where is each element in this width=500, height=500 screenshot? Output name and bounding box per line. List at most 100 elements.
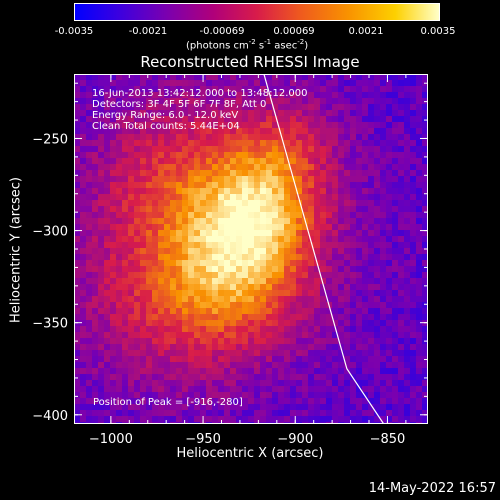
heatmap-cell (344, 164, 351, 171)
heatmap-cell (248, 386, 255, 393)
heatmap-cell (416, 122, 423, 129)
heatmap-cell (146, 326, 153, 333)
heatmap-cell (86, 194, 93, 201)
heatmap-cell (134, 272, 141, 279)
heatmap-cell (200, 314, 207, 321)
heatmap-cell (296, 140, 303, 147)
heatmap-cell (230, 410, 237, 417)
heatmap-cell (320, 302, 327, 309)
heatmap-cell (122, 236, 129, 243)
heatmap-cell (224, 296, 231, 303)
heatmap-cell (272, 296, 279, 303)
heatmap-cell (152, 272, 159, 279)
heatmap-cell (248, 290, 255, 297)
heatmap-cell (386, 248, 393, 255)
heatmap-cell (170, 140, 177, 147)
heatmap-cell (290, 230, 297, 237)
heatmap-cell (398, 338, 405, 345)
heatmap-cell (152, 242, 159, 249)
heatmap-cell (374, 158, 381, 165)
heatmap-cell (134, 134, 141, 141)
heatmap-cell (254, 308, 261, 315)
heatmap-cell (122, 332, 129, 339)
heatmap-cell (308, 188, 315, 195)
heatmap-cell (140, 218, 147, 225)
heatmap-cell (362, 308, 369, 315)
heatmap-cell (122, 266, 129, 273)
heatmap-cell (80, 404, 87, 411)
heatmap-cell (80, 320, 87, 327)
heatmap-cell (164, 236, 171, 243)
heatmap-cell (374, 350, 381, 357)
heatmap-cell (176, 260, 183, 267)
heatmap-cell (392, 92, 399, 99)
heatmap-cell (176, 344, 183, 351)
heatmap-cell (344, 254, 351, 261)
heatmap-cell (92, 362, 99, 369)
heatmap-cell (128, 140, 135, 147)
heatmap-cell (188, 248, 195, 255)
heatmap-cell (410, 194, 417, 201)
heatmap-cell (404, 260, 411, 267)
heatmap-cell (320, 212, 327, 219)
heatmap-cell (410, 92, 417, 99)
heatmap-cell (368, 308, 375, 315)
heatmap-cell (338, 212, 345, 219)
heatmap-cell (140, 308, 147, 315)
heatmap-cell (80, 212, 87, 219)
heatmap-cell (158, 134, 165, 141)
heatmap-cell (398, 116, 405, 123)
heatmap-cell (344, 302, 351, 309)
heatmap-cell (116, 374, 123, 381)
heatmap-cell (212, 152, 219, 159)
heatmap-cell (242, 146, 249, 153)
heatmap-cell (392, 80, 399, 87)
heatmap-cell (410, 272, 417, 279)
heatmap-cell (272, 368, 279, 375)
heatmap-cell (362, 104, 369, 111)
heatmap-cell (404, 278, 411, 285)
heatmap-cell (152, 140, 159, 147)
heatmap-cell (404, 116, 411, 123)
heatmap-cell (404, 290, 411, 297)
heatmap-cell (212, 320, 219, 327)
heatmap-cell (260, 242, 267, 249)
heatmap-cell (164, 194, 171, 201)
heatmap-cell (266, 116, 273, 123)
heatmap-cell (176, 212, 183, 219)
heatmap-cell (374, 92, 381, 99)
heatmap-cell (404, 374, 411, 381)
heatmap-cell (416, 182, 423, 189)
heatmap-cell (404, 200, 411, 207)
heatmap-cell (362, 98, 369, 105)
heatmap-cell (338, 128, 345, 135)
heatmap-cell (254, 242, 261, 249)
heatmap-cell (368, 266, 375, 273)
heatmap-cell (320, 80, 327, 87)
heatmap-cell (194, 176, 201, 183)
heatmap-cell (356, 176, 363, 183)
heatmap-cell (380, 230, 387, 237)
heatmap-cell (398, 332, 405, 339)
heatmap-cell (296, 272, 303, 279)
heatmap-cell (284, 248, 291, 255)
heatmap-cell (350, 296, 357, 303)
heatmap-cell (158, 356, 165, 363)
heatmap-cell (380, 218, 387, 225)
heatmap-cell (122, 212, 129, 219)
heatmap-cell (296, 350, 303, 357)
heatmap-cell (380, 176, 387, 183)
heatmap-cell (320, 404, 327, 411)
heatmap-cell (200, 362, 207, 369)
heatmap-cell (290, 416, 297, 423)
heatmap-cell (74, 272, 81, 279)
heatmap-cell (326, 392, 333, 399)
heatmap-cell (146, 356, 153, 363)
heatmap-cell (398, 164, 405, 171)
heatmap-cell (116, 170, 123, 177)
heatmap-cell (260, 314, 267, 321)
heatmap-cell (164, 182, 171, 189)
heatmap-cell (272, 422, 279, 424)
heatmap-cell (116, 158, 123, 165)
heatmap-cell (146, 242, 153, 249)
